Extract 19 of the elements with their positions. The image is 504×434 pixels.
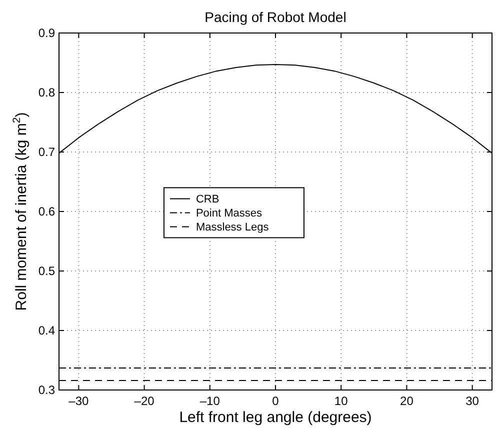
- y-tick-label: 0.6: [38, 204, 56, 218]
- legend-label: CRB: [196, 194, 220, 206]
- y-tick-label: 0.4: [38, 324, 56, 338]
- y-tick-label: 0.7: [38, 145, 56, 159]
- x-tick-label: –10: [200, 394, 220, 408]
- y-tick-label: 0.3: [38, 383, 56, 397]
- x-tick-label: 20: [400, 394, 414, 408]
- chart-title: Pacing of Robot Model: [204, 9, 346, 25]
- y-tick-label: 0.9: [38, 26, 56, 40]
- x-tick-label: 30: [466, 394, 480, 408]
- x-tick-label: –30: [68, 394, 90, 408]
- x-tick-label: –20: [134, 394, 155, 408]
- legend-label: Point Masses: [196, 208, 262, 220]
- x-tick-label: 10: [334, 394, 348, 408]
- y-tick-label: 0.5: [38, 264, 56, 278]
- legend-label: Massless Legs: [196, 222, 270, 234]
- x-tick-label: 0: [272, 394, 280, 408]
- y-tick-label: 0.8: [38, 86, 56, 100]
- x-axis-title: Left front leg angle (degrees): [179, 409, 372, 426]
